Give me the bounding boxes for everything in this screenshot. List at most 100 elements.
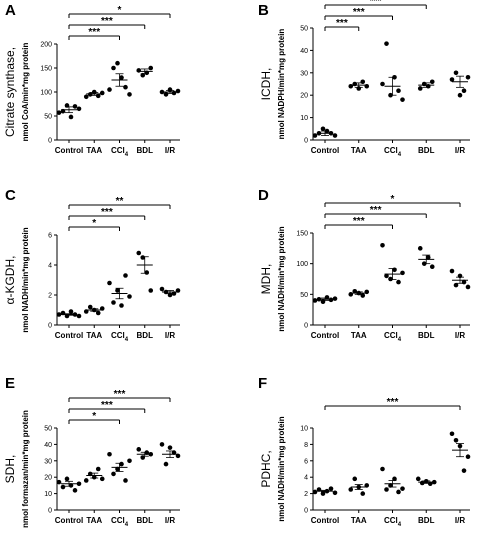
y-tick-label: 0 [304, 508, 308, 515]
data-point [324, 295, 330, 300]
y-tick-label: 50 [300, 26, 308, 33]
data-point [332, 296, 338, 301]
data-point [429, 79, 435, 85]
data-point [64, 476, 70, 482]
x-tick-label: Control [311, 146, 339, 155]
y-tick-label: 50 [44, 426, 52, 433]
x-tick-label: I/R [165, 516, 175, 525]
significance-stars: ** [116, 196, 124, 207]
x-tick-label: Control [55, 516, 83, 525]
data-point [115, 60, 120, 66]
y-axis-unit-label: nmol NADPH/min*mg protein [277, 29, 286, 140]
data-point [396, 489, 401, 495]
data-point [123, 478, 128, 483]
data-point [392, 476, 397, 482]
data-point [352, 288, 358, 294]
y-tick-label: 4 [304, 475, 308, 482]
y-axis-unit-label: nmol formazan/min*mg protein [21, 410, 30, 528]
data-point [107, 451, 112, 457]
data-point [163, 92, 169, 97]
y-axis-label: Citrate synthase, [3, 47, 17, 137]
data-point [76, 481, 82, 487]
significance-stars: *** [88, 27, 100, 38]
x-tick-label: I/R [455, 146, 465, 155]
data-point [396, 88, 401, 94]
data-point [144, 270, 150, 275]
data-point [415, 476, 421, 482]
x-tick-subscript: 4 [398, 152, 402, 158]
y-tick-label: 40 [44, 442, 52, 449]
data-point [68, 114, 74, 120]
significance-stars: *** [114, 389, 126, 400]
y-tick-label: 50 [44, 114, 52, 121]
data-point [328, 297, 334, 303]
x-tick-label: CCl4 [384, 516, 402, 528]
data-point [384, 487, 389, 492]
data-point [136, 250, 142, 256]
data-point [111, 471, 116, 477]
data-point [107, 280, 112, 286]
data-point [360, 79, 366, 85]
data-point [384, 41, 389, 46]
data-point [111, 65, 116, 71]
x-tick-label: BDL [418, 516, 435, 525]
x-tick-subscript: 4 [398, 522, 402, 528]
data-point [148, 288, 154, 293]
data-point [83, 94, 89, 100]
significance-stars: *** [387, 397, 399, 408]
data-point [99, 476, 105, 482]
significance-stars: *** [336, 18, 348, 29]
panel-letter: F [258, 375, 267, 392]
x-tick-label: I/R [165, 331, 175, 340]
data-point [312, 133, 318, 138]
data-point [465, 454, 471, 460]
data-point [159, 442, 165, 447]
y-tick-label: 0 [304, 323, 308, 330]
y-tick-label: 0 [304, 138, 308, 145]
data-point [119, 75, 124, 80]
x-tick-label: TAA [351, 146, 367, 155]
significance-stars: *** [101, 400, 113, 411]
y-tick-label: 100 [40, 90, 52, 97]
data-point [76, 106, 82, 112]
x-tick-label: CCl4 [111, 146, 129, 158]
data-point [127, 294, 132, 299]
y-tick-label: 2 [48, 293, 52, 300]
data-point [175, 88, 181, 94]
data-point [167, 445, 173, 450]
data-point [91, 89, 97, 95]
y-tick-label: 0 [48, 323, 52, 330]
x-tick-subscript: 4 [125, 152, 129, 158]
data-point [425, 255, 431, 260]
data-point [360, 491, 366, 496]
data-point [449, 431, 455, 437]
data-point [72, 488, 78, 493]
y-tick-label: 6 [48, 233, 52, 240]
panel-letter: A [5, 2, 16, 19]
data-point [461, 468, 467, 473]
data-point [465, 74, 471, 80]
data-point [429, 264, 435, 270]
y-tick-label: 50 [300, 292, 308, 299]
y-tick-label: 2 [304, 491, 308, 498]
y-tick-label: 200 [40, 42, 52, 49]
x-tick-subscript: 4 [398, 337, 402, 343]
y-axis-unit-label: nmol NADH/min*mg protein [277, 226, 286, 331]
y-axis-label: SDH, [3, 455, 17, 484]
data-point [465, 284, 471, 290]
data-point [419, 480, 425, 486]
panel-letter: E [5, 375, 15, 392]
data-point [123, 84, 128, 90]
x-tick-label: Control [55, 146, 83, 155]
significance-stars: * [391, 194, 395, 205]
panel-letter: D [258, 187, 269, 204]
significance-stars: *** [101, 16, 113, 27]
data-point [380, 466, 385, 472]
y-tick-label: 150 [40, 66, 52, 73]
data-point [123, 273, 128, 278]
data-point [320, 491, 326, 496]
x-tick-label: CCl4 [384, 331, 402, 343]
data-point [453, 70, 459, 76]
data-point [83, 478, 89, 483]
